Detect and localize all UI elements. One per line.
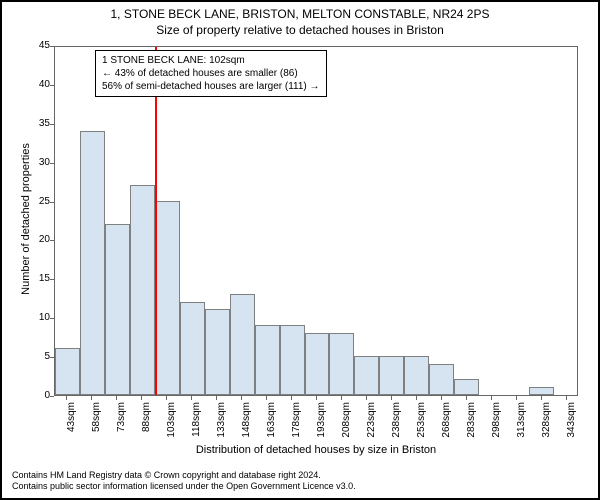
chart-title-line1: 1, STONE BECK LANE, BRISTON, MELTON CONS… xyxy=(2,7,598,21)
footer-attribution: Contains HM Land Registry data © Crown c… xyxy=(12,470,356,492)
x-axis-label: Distribution of detached houses by size … xyxy=(54,444,578,456)
x-tick-label: 73sqm xyxy=(116,402,127,442)
x-tick xyxy=(391,396,392,400)
x-tick xyxy=(516,396,517,400)
annotation-line1: 1 STONE BECK LANE: 102sqm xyxy=(102,54,320,67)
x-tick-label: 223sqm xyxy=(366,402,377,442)
x-tick xyxy=(166,396,167,400)
x-tick xyxy=(441,396,442,400)
histogram-bar xyxy=(130,185,155,395)
chart-container: 1, STONE BECK LANE, BRISTON, MELTON CONS… xyxy=(0,0,600,500)
y-tick-label: 30 xyxy=(30,157,50,168)
histogram-bar xyxy=(180,302,205,395)
x-tick-label: 193sqm xyxy=(316,402,327,442)
y-tick-label: 5 xyxy=(30,351,50,362)
x-tick-label: 343sqm xyxy=(566,402,577,442)
x-tick-label: 148sqm xyxy=(241,402,252,442)
histogram-bar xyxy=(454,379,479,395)
histogram-bar xyxy=(354,356,379,395)
x-tick-label: 313sqm xyxy=(516,402,527,442)
y-tick-label: 0 xyxy=(30,390,50,401)
histogram-bar xyxy=(379,356,404,395)
x-tick xyxy=(141,396,142,400)
y-tick-label: 35 xyxy=(30,118,50,129)
x-tick xyxy=(541,396,542,400)
x-tick xyxy=(416,396,417,400)
x-tick xyxy=(66,396,67,400)
y-tick-label: 20 xyxy=(30,234,50,245)
x-tick-label: 328sqm xyxy=(541,402,552,442)
y-tick xyxy=(50,240,54,241)
y-tick xyxy=(50,396,54,397)
x-tick-label: 238sqm xyxy=(391,402,402,442)
y-tick-label: 25 xyxy=(30,196,50,207)
x-tick-label: 118sqm xyxy=(191,402,202,442)
histogram-bar xyxy=(105,224,130,395)
histogram-bar xyxy=(55,348,80,395)
y-tick xyxy=(50,202,54,203)
y-tick xyxy=(50,85,54,86)
y-tick-label: 40 xyxy=(30,79,50,90)
y-tick xyxy=(50,279,54,280)
x-tick xyxy=(291,396,292,400)
x-tick-label: 43sqm xyxy=(66,402,77,442)
histogram-bar xyxy=(529,387,554,395)
x-tick-label: 208sqm xyxy=(341,402,352,442)
x-tick-label: 58sqm xyxy=(91,402,102,442)
reference-line xyxy=(155,47,157,395)
x-tick-label: 298sqm xyxy=(491,402,502,442)
x-tick-label: 88sqm xyxy=(141,402,152,442)
y-tick xyxy=(50,357,54,358)
x-tick xyxy=(466,396,467,400)
histogram-bar xyxy=(429,364,454,395)
x-tick xyxy=(316,396,317,400)
x-tick xyxy=(491,396,492,400)
x-tick xyxy=(116,396,117,400)
x-tick xyxy=(191,396,192,400)
x-tick-label: 163sqm xyxy=(266,402,277,442)
annotation-line3: 56% of semi-detached houses are larger (… xyxy=(102,80,320,93)
x-tick xyxy=(266,396,267,400)
plot-area xyxy=(54,46,578,396)
annotation-line2: ← 43% of detached houses are smaller (86… xyxy=(102,67,320,80)
histogram-bar xyxy=(155,201,180,395)
histogram-bar xyxy=(329,333,354,395)
histogram-bar xyxy=(255,325,280,395)
x-tick xyxy=(341,396,342,400)
y-tick xyxy=(50,163,54,164)
histogram-bar xyxy=(305,333,330,395)
y-tick-label: 45 xyxy=(30,40,50,51)
histogram-bar xyxy=(80,131,105,395)
histogram-bar xyxy=(280,325,305,395)
x-tick xyxy=(216,396,217,400)
annotation-box: 1 STONE BECK LANE: 102sqm ← 43% of detac… xyxy=(95,50,327,97)
histogram-bar xyxy=(404,356,429,395)
y-tick xyxy=(50,318,54,319)
x-tick-label: 253sqm xyxy=(416,402,427,442)
footer-line2: Contains public sector information licen… xyxy=(12,481,356,492)
y-tick xyxy=(50,124,54,125)
x-tick xyxy=(241,396,242,400)
histogram-bar xyxy=(205,309,230,395)
x-tick-label: 268sqm xyxy=(441,402,452,442)
x-tick xyxy=(91,396,92,400)
histogram-bar xyxy=(230,294,255,395)
y-tick xyxy=(50,46,54,47)
x-tick-label: 103sqm xyxy=(166,402,177,442)
y-tick-label: 15 xyxy=(30,273,50,284)
x-tick xyxy=(566,396,567,400)
x-tick-label: 178sqm xyxy=(291,402,302,442)
y-tick-label: 10 xyxy=(30,312,50,323)
x-tick-label: 133sqm xyxy=(216,402,227,442)
x-tick-label: 283sqm xyxy=(466,402,477,442)
footer-line1: Contains HM Land Registry data © Crown c… xyxy=(12,470,356,481)
x-tick xyxy=(366,396,367,400)
chart-title-line2: Size of property relative to detached ho… xyxy=(2,23,598,37)
